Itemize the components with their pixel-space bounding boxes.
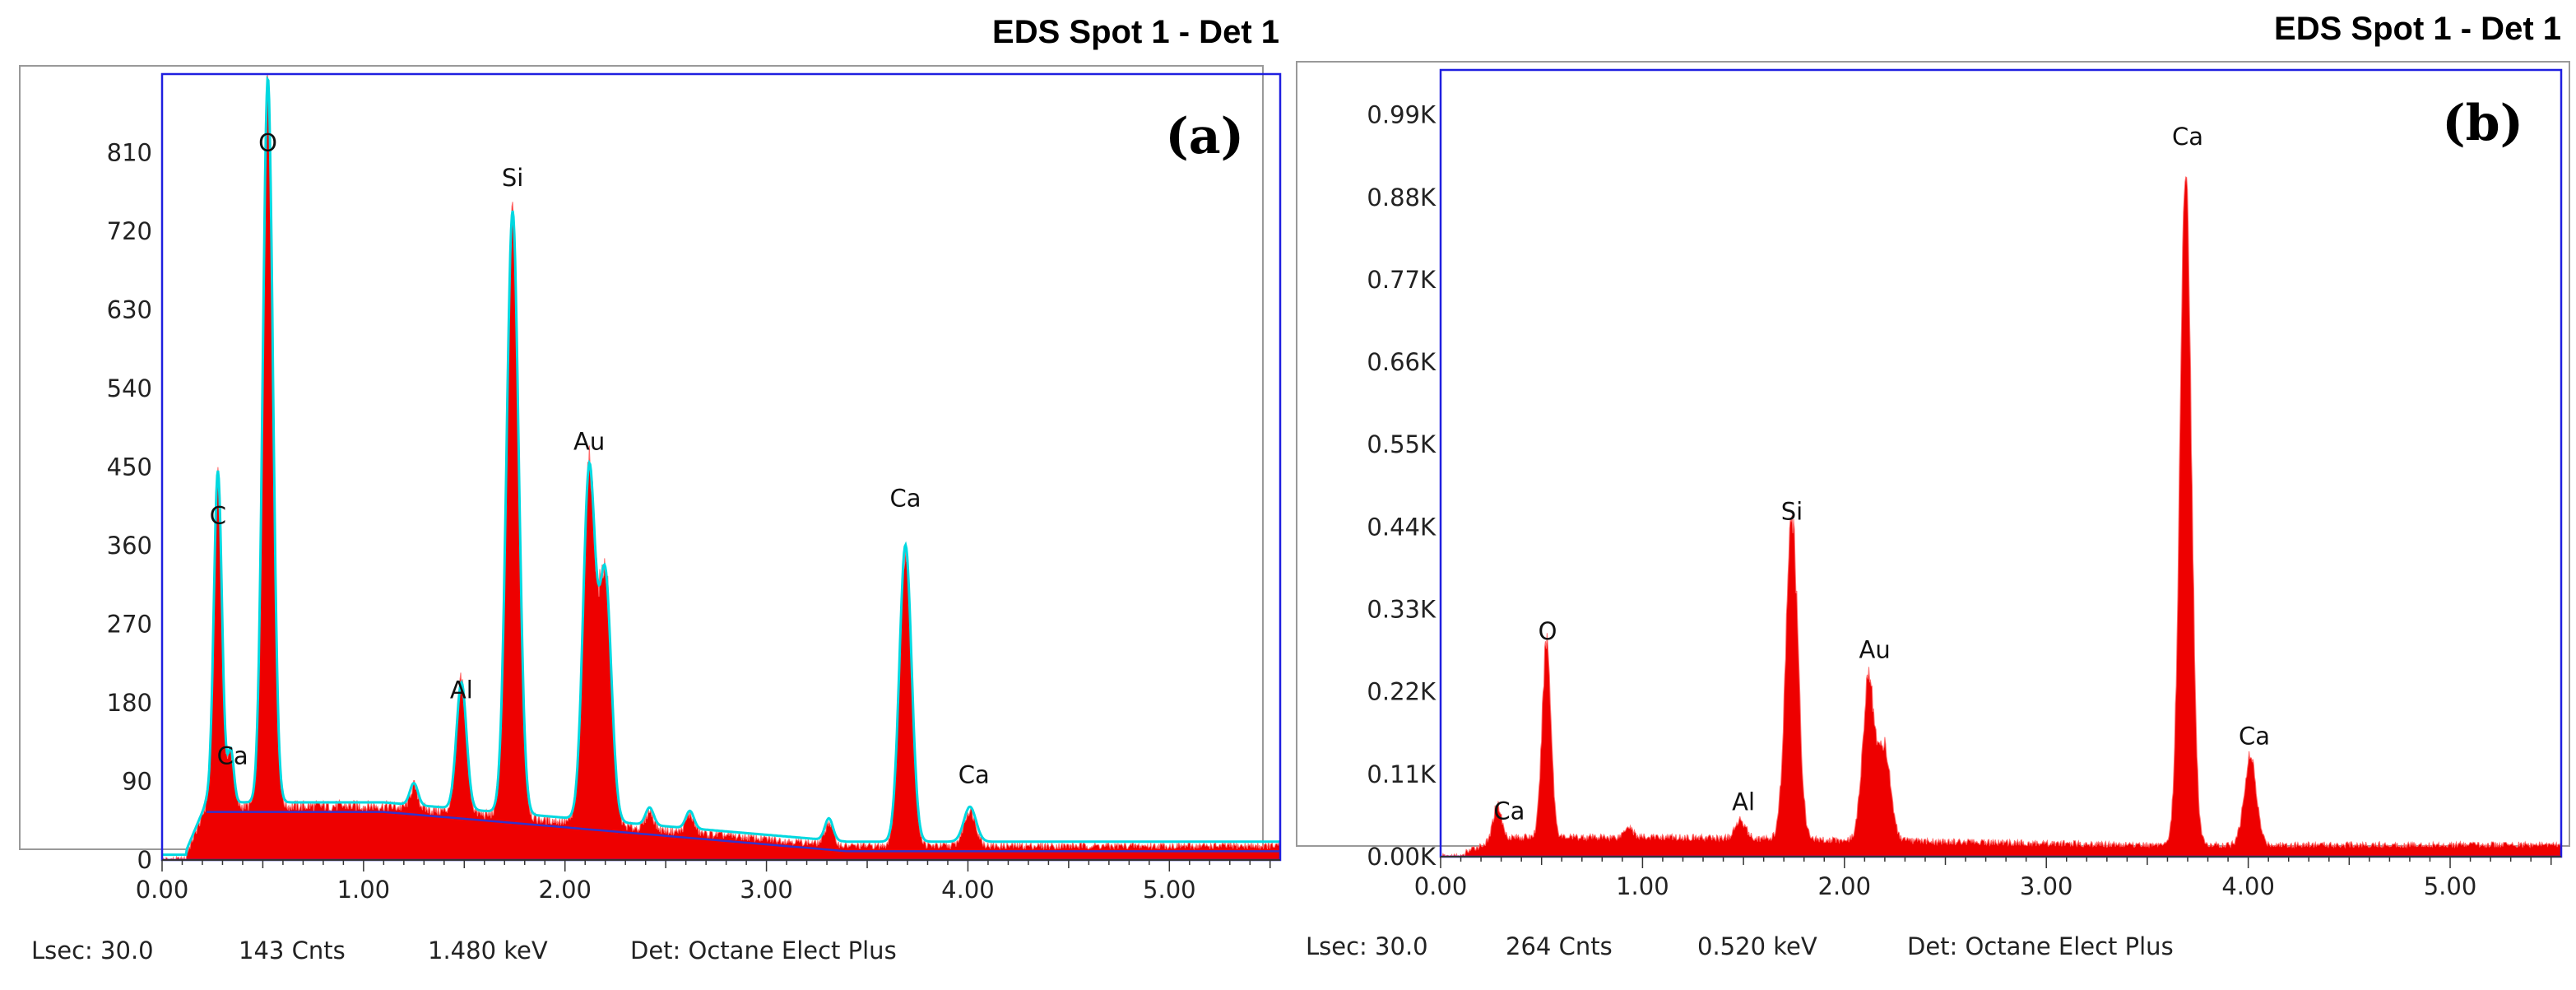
peak-label: Al [1732,788,1755,816]
status-lsec: Lsec: 30.0 [1306,932,1428,960]
x-tick-label: 0.00 [136,876,189,904]
y-tick-label: 810 [107,139,152,167]
x-tick-label: 3.00 [2020,872,2073,900]
y-tick-label: 0.22K [1367,678,1437,706]
y-tick-label: 0.77K [1367,266,1437,294]
spectrum-fit [162,75,1280,857]
spectrum-measured [161,73,1281,862]
y-tick-label: 360 [107,532,152,560]
x-tick-label: 4.00 [2221,872,2275,900]
status-counts: 264 Cnts [1506,932,1613,960]
peak-label: Ca [890,484,921,512]
y-tick-label: 0.88K [1367,184,1437,211]
status-counts: 143 Cnts [239,937,346,964]
peak-label: Ca [1493,797,1525,825]
y-tick-label: 90 [122,768,152,796]
panel-label: (b) [2442,95,2523,152]
x-tick-label: 1.00 [337,876,391,904]
chart-frame [19,65,1264,850]
status-energy: 0.520 keV [1697,932,1817,960]
peak-label: Ca [2239,722,2270,750]
status-detector: Det: Octane Elect Plus [1907,932,2174,960]
plot-area-border [1439,68,2563,858]
peak-label: C [210,501,226,529]
y-tick-label: 0.44K [1367,513,1437,541]
y-tick-label: 270 [107,611,152,639]
x-tick-label: 5.00 [1143,876,1196,904]
peak-label: Au [573,427,605,455]
panel-label: (a) [1165,108,1244,165]
y-tick-label: 630 [107,296,152,324]
peak-label: Al [450,676,473,704]
y-tick-label: 0.66K [1367,348,1437,376]
y-tick-label: 180 [107,689,152,717]
chart-panel-b: EDS Spot 1 - Det 1 0.00 1.00 2.00 3.00 4.00 5.… [1296,11,2570,960]
x-tick-label: 1.00 [1616,872,1669,900]
x-tick-label: 2.00 [1818,872,1872,900]
y-tick-label: 0.99K [1367,101,1437,129]
y-tick-label: 0 [137,846,152,874]
x-tick-label: 5.00 [2424,872,2477,900]
peak-label: Si [1781,497,1803,525]
chart-frame [1296,61,2570,847]
peak-label: Ca [217,741,248,769]
y-tick-label: 540 [107,374,152,402]
peak-label: Ca [2172,123,2203,151]
chart-title: EDS Spot 1 - Det 1 [992,14,1279,50]
peak-label: Au [1859,636,1891,664]
y-tick-label: 0.33K [1367,596,1437,624]
x-tick-label: 4.00 [941,876,995,904]
spectrum-measured [1440,176,2562,858]
chart-title: EDS Spot 1 - Det 1 [2274,11,2561,47]
y-tick-label: 0.11K [1367,760,1437,788]
peak-label: O [1539,617,1557,645]
x-tick-label: 3.00 [740,876,793,904]
x-tick-label: 2.00 [538,876,592,904]
status-detector: Det: Octane Elect Plus [630,937,897,964]
y-tick-label: 720 [107,217,152,245]
peak-label: Ca [958,761,990,789]
peak-label: O [258,128,277,156]
chart-panel-a: EDS Spot 1 - Det 1 0.00 1.00 2.00 3.00 4.00 5.… [19,14,1282,964]
status-energy: 1.480 keV [428,937,548,964]
background-fit [206,811,1280,853]
peak-label: Si [502,164,523,192]
y-tick-label: 0.00K [1367,843,1437,871]
y-tick-label: 450 [107,453,152,481]
x-tick-label: 0.00 [1414,872,1468,900]
y-tick-label: 0.55K [1367,430,1437,458]
status-lsec: Lsec: 30.0 [31,937,154,964]
plot-area-border [160,72,1282,862]
